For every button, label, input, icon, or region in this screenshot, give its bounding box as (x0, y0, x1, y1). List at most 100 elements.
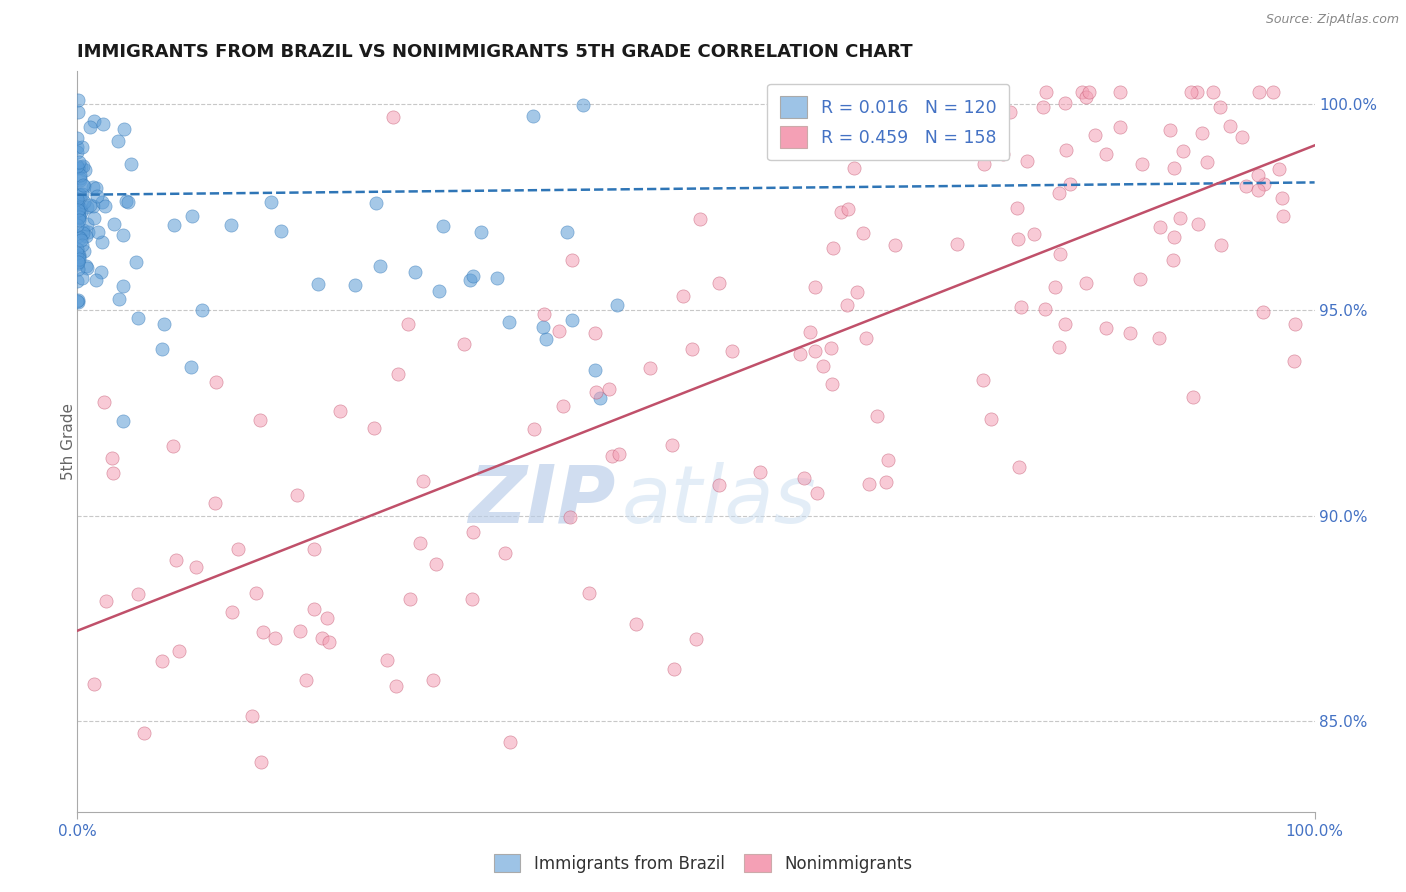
Point (221, 606, 243, 620)
Point (387, 367, 409, 381)
Point (425, 558, 447, 572)
Point (1070, 85, 1092, 99)
Point (793, 471, 815, 485)
Point (87, 225, 110, 239)
Point (589, 391, 612, 405)
Point (165, 553, 187, 567)
Point (66, 252, 89, 267)
Point (316, 611, 339, 625)
Point (150, 343, 173, 357)
Point (1007, 232, 1029, 246)
Point (302, 602, 325, 616)
Point (86, 189, 108, 203)
Point (79, 198, 101, 212)
Point (1282, 354, 1305, 368)
Point (101, 466, 124, 480)
Point (101, 450, 124, 465)
Point (858, 477, 880, 491)
Point (1035, 301, 1057, 316)
Point (90, 265, 112, 279)
Point (884, 238, 907, 252)
Point (1074, 89, 1097, 103)
Point (1263, 85, 1285, 99)
Point (1187, 85, 1209, 99)
Point (685, 632, 707, 646)
Point (804, 279, 827, 293)
Point (799, 325, 821, 339)
Point (94, 199, 117, 213)
Point (835, 298, 858, 312)
Point (66, 211, 89, 226)
Point (1007, 460, 1029, 475)
Point (404, 265, 426, 279)
Point (72, 238, 94, 252)
Point (1246, 183, 1268, 197)
Point (1094, 146, 1116, 161)
Point (1045, 279, 1067, 293)
Legend: R = 0.016   N = 120, R = 0.459   N = 158: R = 0.016 N = 120, R = 0.459 N = 158 (768, 84, 1010, 161)
Point (91, 117, 114, 131)
Point (270, 224, 292, 238)
Point (1053, 96, 1076, 111)
Point (127, 311, 149, 326)
Point (409, 535, 432, 549)
Point (66, 192, 89, 206)
Point (67, 203, 90, 218)
Point (561, 313, 583, 327)
Point (804, 344, 827, 359)
Point (107, 134, 129, 148)
Point (69, 187, 91, 202)
Point (461, 269, 484, 284)
Point (1209, 238, 1232, 252)
Point (1108, 120, 1130, 134)
Point (852, 226, 875, 240)
Point (844, 161, 866, 175)
Point (837, 202, 859, 217)
Point (295, 673, 318, 687)
Point (998, 104, 1021, 119)
Point (226, 542, 249, 557)
Point (366, 196, 388, 211)
Point (66, 210, 89, 224)
Point (664, 661, 686, 675)
Point (72, 178, 94, 193)
Point (127, 587, 149, 601)
Point (153, 317, 176, 331)
Point (66, 274, 89, 288)
Point (69, 231, 91, 245)
Point (318, 635, 340, 649)
Point (498, 315, 520, 329)
Point (83, 211, 105, 225)
Point (1181, 390, 1204, 404)
Point (83, 676, 105, 690)
Point (66, 245, 89, 260)
Point (460, 273, 482, 287)
Point (707, 276, 730, 290)
Point (877, 452, 900, 467)
Point (70, 271, 93, 285)
Point (789, 347, 811, 361)
Point (69, 170, 91, 185)
Point (302, 542, 325, 557)
Point (427, 284, 450, 298)
Point (485, 271, 508, 285)
Point (555, 225, 578, 239)
Point (972, 373, 994, 387)
Point (82, 199, 104, 213)
Point (707, 478, 730, 492)
Point (67, 104, 90, 119)
Point (875, 475, 897, 489)
Point (1163, 253, 1185, 268)
Point (1059, 178, 1081, 192)
Point (981, 128, 1004, 142)
Point (672, 289, 695, 303)
Point (66, 261, 89, 276)
Point (67, 161, 90, 176)
Point (1230, 129, 1253, 144)
Point (70, 205, 93, 219)
Point (93, 395, 115, 409)
Point (77, 225, 100, 239)
Point (1247, 85, 1270, 99)
Point (288, 624, 311, 638)
Point (1251, 305, 1274, 319)
